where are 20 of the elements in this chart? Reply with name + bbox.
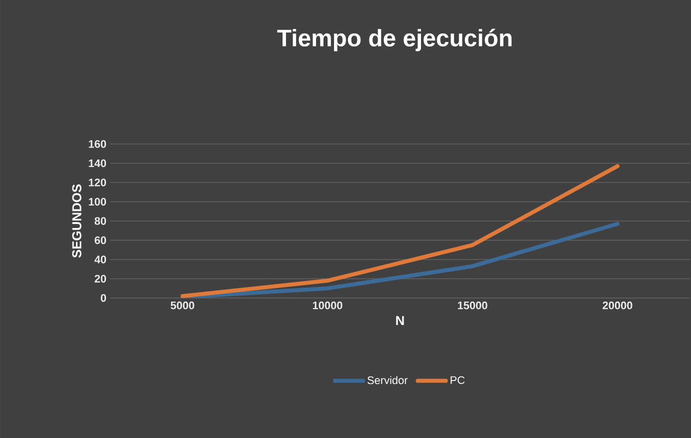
y-axis-title: SEGUNDOS	[72, 184, 82, 258]
x-axis-title: N	[396, 316, 404, 326]
y-tick-label: 0	[100, 294, 106, 302]
legend-label: PC	[450, 376, 465, 384]
line-series	[180, 222, 620, 298]
x-tick-label: 10000	[312, 302, 342, 310]
y-tick-label: 80	[94, 217, 106, 225]
y-tick-label: 100	[88, 198, 106, 206]
y-tick-label: 140	[88, 159, 106, 168]
y-tick-label: 60	[94, 236, 106, 244]
y-tick-label: 120	[88, 178, 106, 186]
y-tick-label: 160	[88, 140, 106, 148]
x-tick-label: 20000	[602, 302, 632, 310]
y-tick-label: 40	[94, 256, 106, 264]
y-tick-label: 20	[94, 274, 106, 283]
line-series	[180, 164, 620, 298]
legend-label: Servidor	[368, 376, 408, 384]
chart-title: Tiempo de ejecución	[277, 28, 512, 52]
x-tick-label: 15000	[458, 302, 488, 310]
x-tick-label: 5000	[170, 302, 194, 310]
